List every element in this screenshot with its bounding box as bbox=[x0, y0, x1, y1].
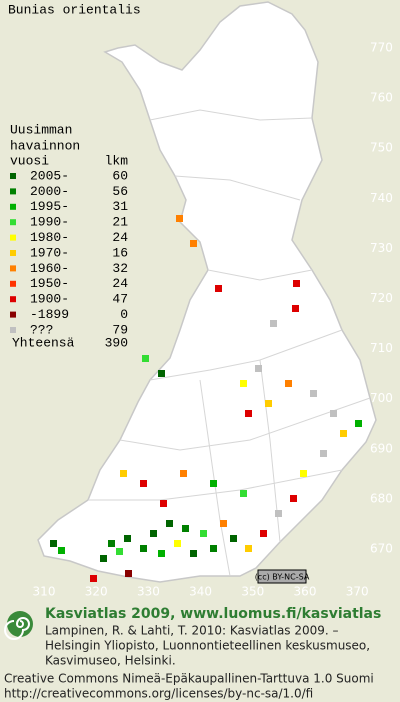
east-label: 360 bbox=[294, 585, 317, 599]
legend-swatch bbox=[10, 265, 16, 272]
legend-label: 2005- bbox=[30, 168, 69, 183]
legend-count: 32 bbox=[112, 261, 128, 276]
legend-swatch bbox=[10, 234, 16, 241]
east-label: 320 bbox=[85, 585, 108, 599]
legend-total-label: Yhteensä bbox=[12, 335, 75, 350]
north-label: 760 bbox=[370, 91, 393, 105]
cc-badge: (cc) BY-NC-SA bbox=[255, 569, 310, 584]
finland-outline bbox=[37, 1, 377, 583]
legend-header: vuosi bbox=[10, 153, 49, 168]
north-label: 670 bbox=[370, 542, 393, 556]
license: Creative Commons Nimeä-Epäkaupallinen-Ta… bbox=[4, 672, 374, 686]
north-label: 700 bbox=[370, 391, 393, 405]
legend-label: ??? bbox=[30, 322, 53, 337]
legend-count: 56 bbox=[112, 184, 128, 199]
north-label: 730 bbox=[370, 241, 393, 255]
legend-count: 0 bbox=[120, 307, 128, 322]
legend-count: 24 bbox=[112, 276, 128, 291]
north-label: 770 bbox=[370, 41, 393, 55]
legend-count: 47 bbox=[112, 292, 128, 307]
citation: Helsingin Yliopisto, Luonnontieteellinen… bbox=[45, 639, 370, 653]
legend-count: 16 bbox=[112, 245, 128, 260]
east-label: 330 bbox=[137, 585, 160, 599]
legend-swatch bbox=[10, 311, 16, 318]
legend-total-value: 390 bbox=[105, 335, 128, 350]
legend-count: 24 bbox=[112, 230, 128, 245]
east-label: 340 bbox=[189, 585, 212, 599]
cc-badge-text: (cc) BY-NC-SA bbox=[255, 573, 310, 582]
license: http://creativecommons.org/licenses/by-n… bbox=[4, 687, 313, 701]
observation-squares bbox=[50, 215, 362, 582]
north-label: 710 bbox=[370, 341, 393, 355]
legend-swatch bbox=[10, 296, 16, 303]
legend-swatch bbox=[10, 327, 16, 333]
citation: Kasvimuseo, Helsinki. bbox=[45, 654, 176, 668]
legend-label: 1900- bbox=[30, 292, 69, 307]
north-label: 690 bbox=[370, 441, 393, 455]
north-label: 720 bbox=[370, 291, 393, 305]
legend-label: 1960- bbox=[30, 261, 69, 276]
east-label: 310 bbox=[33, 585, 56, 599]
legend-label: 2000- bbox=[30, 184, 69, 199]
legend-header: lkm bbox=[105, 153, 129, 168]
legend-count: 60 bbox=[112, 168, 128, 183]
legend-label: 1950- bbox=[30, 276, 69, 291]
legend-label: -1899 bbox=[30, 307, 69, 322]
legend-swatch bbox=[10, 188, 16, 195]
legend-label: 1995- bbox=[30, 199, 69, 214]
region-borders bbox=[88, 109, 371, 577]
legend-label: 1990- bbox=[30, 215, 69, 230]
legend-swatch bbox=[10, 280, 16, 287]
legend-count: 21 bbox=[112, 215, 128, 230]
legend-header: Uusimman bbox=[10, 122, 72, 137]
footer-title: Kasviatlas 2009, www.luomus.fi/kasviatla… bbox=[45, 606, 381, 622]
map-title: Bunias orientalis bbox=[8, 2, 141, 17]
legend-swatch bbox=[10, 219, 16, 226]
legend-count: 79 bbox=[112, 322, 128, 337]
east-label: 350 bbox=[241, 585, 264, 599]
north-label: 740 bbox=[370, 191, 393, 205]
north-label: 750 bbox=[370, 141, 393, 155]
legend-swatch bbox=[10, 173, 16, 179]
legend-count: 31 bbox=[112, 199, 128, 214]
legend-header: havainnon bbox=[10, 138, 80, 153]
legend-label: 1980- bbox=[30, 230, 69, 245]
north-label: 680 bbox=[370, 491, 393, 505]
logo bbox=[4, 611, 33, 640]
legend-label: 1970- bbox=[30, 245, 69, 260]
legend-swatch bbox=[10, 250, 16, 256]
east-label: 370 bbox=[346, 585, 369, 599]
citation: Lampinen, R. & Lahti, T. 2010: Kasviatla… bbox=[45, 624, 339, 638]
legend-swatch bbox=[10, 203, 16, 210]
